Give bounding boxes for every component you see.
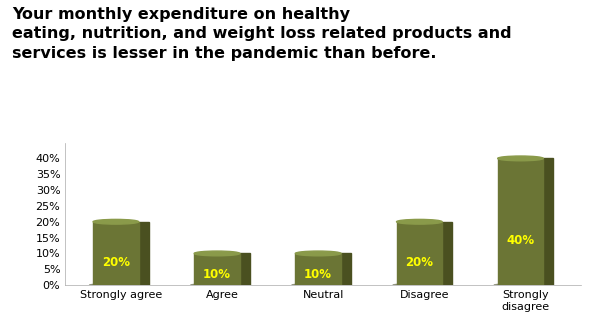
Ellipse shape [498, 156, 543, 161]
Bar [139, 222, 149, 285]
Ellipse shape [397, 219, 442, 224]
Ellipse shape [295, 251, 341, 256]
Text: 40%: 40% [506, 234, 534, 247]
Bar [397, 222, 442, 285]
Bar [543, 158, 553, 285]
Ellipse shape [195, 251, 240, 256]
Bar [341, 253, 351, 285]
Bar [240, 253, 250, 285]
Text: 20%: 20% [102, 256, 130, 270]
Text: 10%: 10% [304, 268, 332, 281]
Ellipse shape [393, 284, 446, 287]
Bar [195, 253, 240, 285]
Text: 20%: 20% [406, 256, 433, 270]
Ellipse shape [93, 219, 139, 224]
Bar [93, 222, 139, 285]
Text: 10%: 10% [203, 268, 231, 281]
Ellipse shape [494, 284, 547, 287]
Bar [295, 253, 341, 285]
Bar [442, 222, 452, 285]
Text: Your monthly expenditure on healthy
eating, nutrition, and weight loss related p: Your monthly expenditure on healthy eati… [12, 7, 512, 61]
Ellipse shape [90, 284, 142, 287]
Ellipse shape [190, 284, 244, 287]
Ellipse shape [292, 284, 345, 287]
Bar [498, 158, 543, 285]
